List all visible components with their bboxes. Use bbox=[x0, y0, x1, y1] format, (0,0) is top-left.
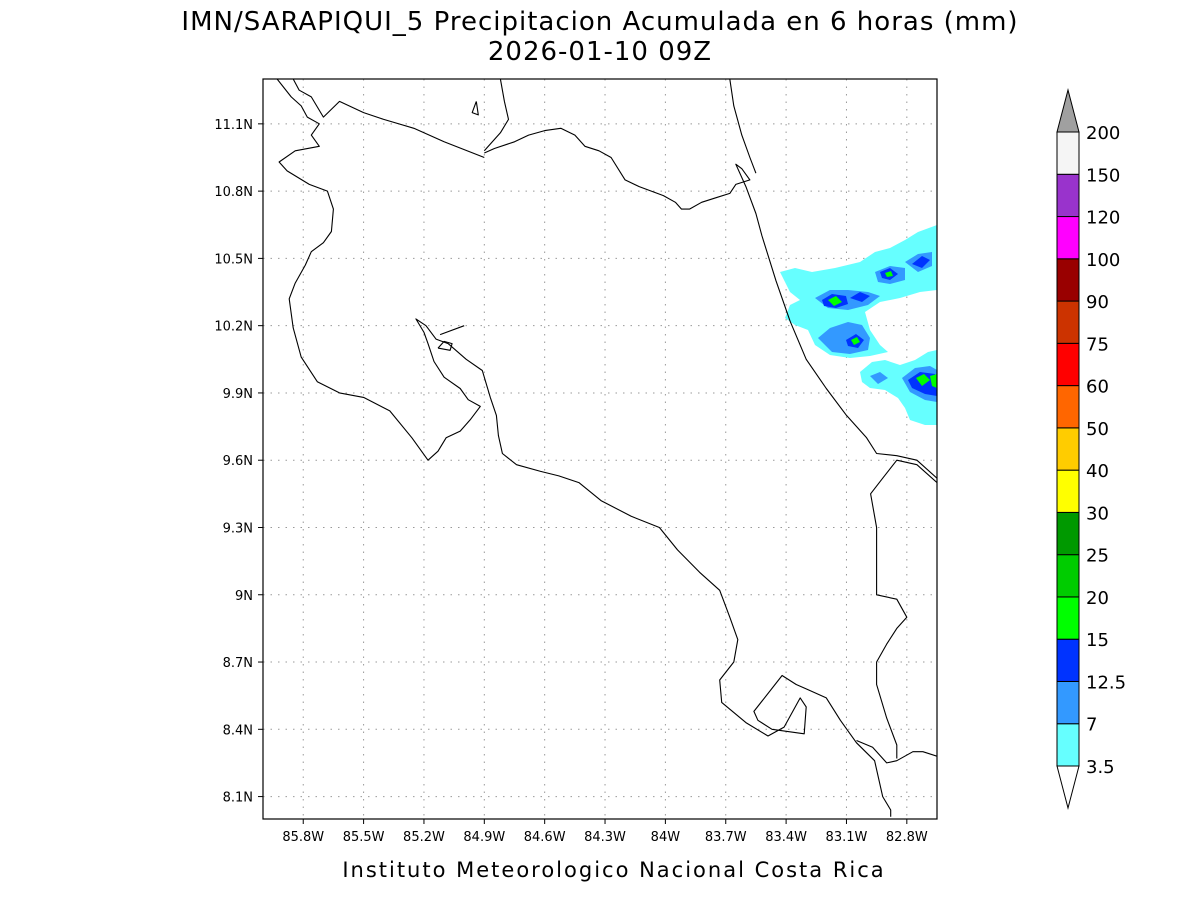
colorbar-swatch bbox=[1056, 342, 1080, 387]
coastline-segment bbox=[437, 340, 453, 351]
coastline-segment bbox=[729, 79, 757, 174]
lat-tick-label: 8.7N bbox=[223, 656, 253, 671]
colorbar-label: 150 bbox=[1086, 165, 1120, 186]
colorbar-label: 50 bbox=[1086, 419, 1109, 440]
colorbar-label: 40 bbox=[1086, 461, 1109, 482]
colorbar-label: 100 bbox=[1086, 250, 1120, 271]
colorbar-swatch bbox=[1056, 427, 1080, 471]
colorbar-swatch bbox=[1056, 173, 1080, 218]
colorbar-label: 120 bbox=[1086, 208, 1120, 229]
coastline bbox=[276, 79, 937, 817]
lon-tick-label: 85.8W bbox=[282, 830, 324, 845]
map-frame bbox=[262, 78, 938, 820]
colorbar-label: 90 bbox=[1086, 292, 1109, 313]
map-grid bbox=[263, 79, 937, 819]
colorbar-swatch bbox=[1056, 385, 1080, 429]
precip-area-green-5 bbox=[930, 374, 937, 388]
precip-area-green-1 bbox=[828, 296, 842, 306]
lat-tick-label: 11.1N bbox=[214, 118, 253, 133]
lat-tick-label: 10.2N bbox=[214, 320, 253, 335]
colorbar-label: 30 bbox=[1086, 503, 1109, 524]
latitude-axis: 11.1N 10.8N 10.5N 10.2N 9.9N 9.6N 9.3N 9N 8.7N 8.… bbox=[214, 118, 263, 806]
precip-area-blue-6 bbox=[870, 372, 888, 384]
lat-tick-label: 9.3N bbox=[223, 521, 253, 536]
colorbar-swatch bbox=[1056, 680, 1080, 725]
lat-tick-label: 10.8N bbox=[214, 185, 253, 200]
lon-tick-label: 84.6W bbox=[524, 830, 566, 845]
colorbar-high-arrow bbox=[1056, 88, 1080, 133]
colorbar-low-arrow bbox=[1056, 765, 1080, 810]
longitude-axis: 85.8W 85.5W 85.2W 84.9W 84.6W 84.3W 84W 83.7W 83… bbox=[282, 819, 928, 845]
coastline-segment bbox=[870, 459, 937, 759]
lon-tick-label: 83.7W bbox=[705, 830, 747, 845]
colorbar-swatch bbox=[1056, 554, 1080, 598]
precip-area-darkblue-2 bbox=[850, 292, 870, 302]
colorbar-swatch bbox=[1056, 131, 1080, 175]
colorbar-label: 200 bbox=[1086, 123, 1120, 144]
colorbar-label: 60 bbox=[1086, 377, 1109, 398]
colorbar-label: 25 bbox=[1086, 546, 1109, 567]
lon-tick-label: 85.2W bbox=[403, 830, 445, 845]
lon-tick-label: 85.5W bbox=[343, 830, 385, 845]
lon-tick-label: 84.3W bbox=[584, 830, 626, 845]
lat-tick-label: 9N bbox=[235, 589, 253, 604]
colorbar-swatch bbox=[1056, 216, 1080, 260]
lat-tick-label: 8.4N bbox=[223, 723, 253, 738]
lat-tick-label: 8.1N bbox=[223, 791, 253, 806]
lon-tick-label: 82.8W bbox=[886, 830, 928, 845]
colorbar-label: 7 bbox=[1086, 715, 1097, 736]
coastline-segment bbox=[856, 739, 937, 764]
lon-tick-label: 84.9W bbox=[463, 830, 505, 845]
precip-area-green-3 bbox=[885, 271, 893, 277]
lat-tick-label: 9.9N bbox=[223, 387, 253, 402]
colorbar-swatch bbox=[1056, 300, 1080, 344]
precipitation-field bbox=[780, 225, 937, 425]
coastline-segment bbox=[483, 79, 510, 152]
colorbar-swatch bbox=[1056, 723, 1080, 767]
precip-area-green-2 bbox=[851, 337, 860, 345]
precip-area-darkblue-5 bbox=[912, 256, 930, 268]
colorbar-swatch bbox=[1056, 638, 1080, 682]
colorbar: 3.5 7 12.5 15 20 25 30 40 50 60 75 90 100 120 150 200 bbox=[1056, 88, 1126, 810]
colorbar-label: 12.5 bbox=[1086, 672, 1126, 693]
lon-tick-label: 83.4W bbox=[765, 830, 807, 845]
coastline-segment bbox=[471, 101, 479, 116]
precip-area-green-4 bbox=[916, 374, 930, 386]
colorbar-label: 3.5 bbox=[1086, 757, 1115, 778]
coastline-segment bbox=[484, 127, 937, 479]
lon-tick-label: 83.1W bbox=[826, 830, 868, 845]
map-title-line2: 2026-01-10 09Z bbox=[488, 37, 712, 67]
coastline-segment bbox=[276, 79, 892, 817]
credit-text: Instituto Meteorologico Nacional Costa R… bbox=[342, 858, 885, 882]
lon-tick-label: 84W bbox=[651, 830, 681, 845]
colorbar-swatch bbox=[1056, 258, 1080, 302]
colorbar-swatch bbox=[1056, 469, 1080, 513]
colorbar-swatch bbox=[1056, 511, 1080, 556]
map-title-line1: IMN/SARAPIQUI_5 Precipitacion Acumulada … bbox=[181, 7, 1018, 37]
colorbar-label: 15 bbox=[1086, 630, 1109, 651]
lat-tick-label: 9.6N bbox=[223, 454, 253, 469]
coastline-segment bbox=[292, 79, 485, 159]
lat-tick-label: 10.5N bbox=[214, 252, 253, 267]
colorbar-label: 75 bbox=[1086, 334, 1109, 355]
coastline-segment bbox=[439, 325, 465, 336]
colorbar-label: 20 bbox=[1086, 588, 1109, 609]
colorbar-swatch bbox=[1056, 596, 1080, 640]
